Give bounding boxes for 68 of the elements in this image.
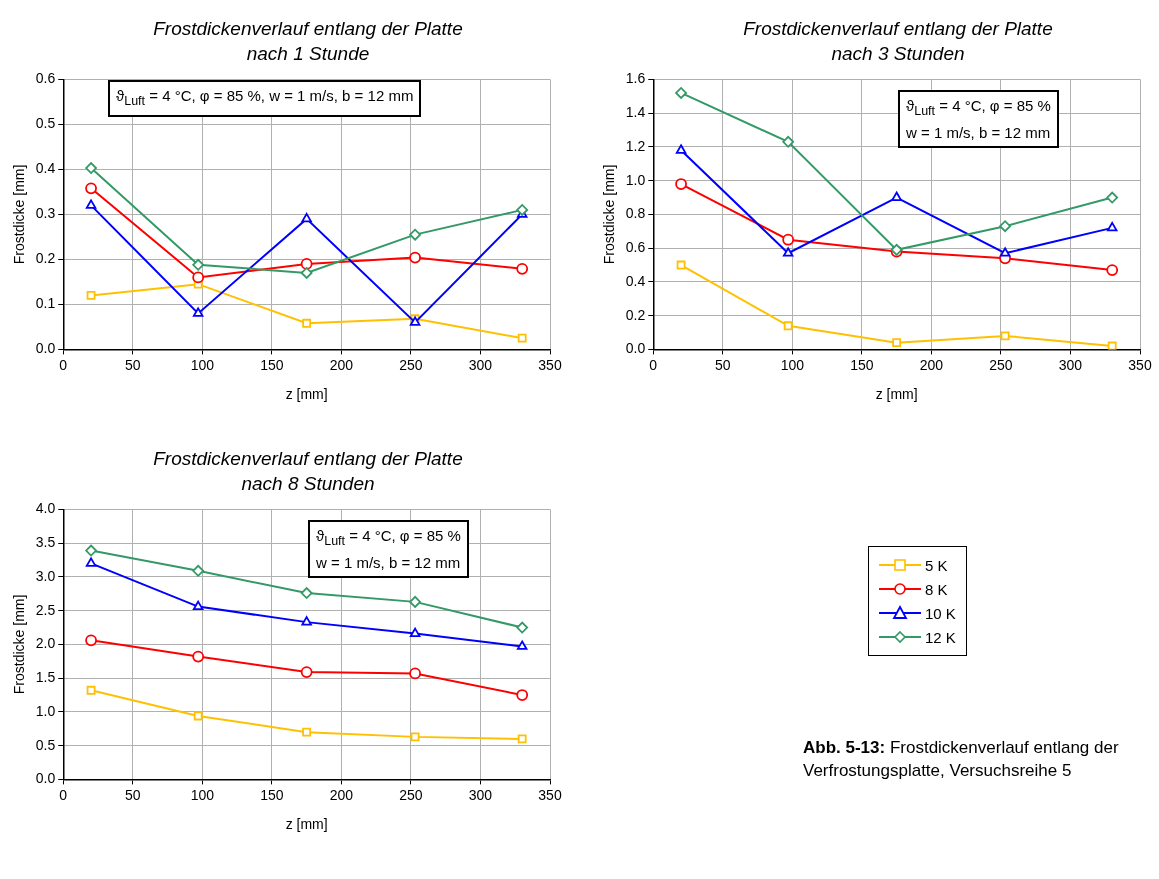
annotation: ϑ$_{Luft}$ = 4 °C, φ = 85 % [906, 96, 1051, 120]
y-tick-label: 2.0 [35, 635, 56, 652]
y-axis-title: Frostdicke [mm] [11, 594, 28, 695]
x-tick-label: 350 [538, 356, 562, 373]
y-tick-label: 0.1 [35, 295, 56, 312]
y-tick-label: 0.6 [35, 70, 56, 87]
y-tick-label: 0.0 [35, 340, 56, 357]
y-tick-label: 0.6 [625, 239, 646, 256]
y-tick-label: 0.4 [35, 160, 56, 177]
x-axis-title: z [mm] [285, 816, 328, 833]
annotation: ϑ$_{Luft}$ = 4 °C, φ = 85 % [316, 526, 461, 550]
x-axis-title: z [mm] [285, 386, 328, 403]
x-tick-label: 350 [538, 786, 562, 803]
x-tick-label: 0 [649, 356, 658, 373]
y-tick-label: 0.5 [35, 736, 56, 753]
legend-label: 10 K [925, 604, 956, 622]
chart-title: Frostdickenverlauf entlang der Platte nach 8 Stunden [152, 447, 464, 496]
y-tick-label: 0.3 [35, 205, 56, 222]
annotation: w = 1 m/s, b = 12 mm [906, 123, 1051, 143]
y-axis-title: Frostdicke [mm] [601, 164, 618, 265]
x-tick-label: 50 [125, 786, 141, 803]
chart-title: Frostdickenverlauf entlang der Platte nach 1 Stunde [152, 17, 464, 66]
legend-label: 12 K [925, 628, 956, 646]
y-tick-label: 3.5 [35, 534, 56, 551]
x-tick-label: 150 [260, 786, 284, 803]
x-tick-label: 300 [468, 356, 493, 373]
annotation: ϑ$_{Luft}$ = 4 °C, φ = 85 %, w = 1 m/s, b = 12 mm [116, 86, 414, 110]
x-tick-label: 250 [399, 786, 423, 803]
x-tick-label: 100 [780, 356, 805, 373]
chart-title: Frostdickenverlauf entlang der Platte nach 3 Stunden [742, 17, 1054, 66]
x-tick-label: 200 [329, 356, 354, 373]
y-tick-label: 0.4 [625, 272, 646, 289]
y-axis-title: Frostdicke [mm] [11, 164, 28, 265]
legend-label: 8 K [925, 580, 948, 598]
y-tick-label: 0.2 [35, 250, 56, 267]
y-tick-label: 0.0 [625, 340, 646, 357]
caption: Abb. 5-13: Frostdickenverlauf entlang der Verfrostungsplatte, Versuchsreihe 5 [803, 737, 1120, 782]
y-tick-label: 1.6 [625, 70, 646, 87]
legend-label: 5 K [925, 556, 948, 574]
x-tick-label: 350 [1128, 356, 1152, 373]
x-tick-label: 250 [989, 356, 1013, 373]
x-tick-label: 150 [260, 356, 284, 373]
x-tick-label: 0 [59, 786, 68, 803]
x-tick-label: 50 [125, 356, 141, 373]
y-tick-label: 0.8 [625, 205, 646, 222]
y-tick-label: 1.2 [625, 137, 646, 154]
x-tick-label: 300 [1058, 356, 1083, 373]
y-tick-label: 1.0 [625, 171, 646, 188]
y-tick-label: 4.0 [35, 500, 56, 517]
y-tick-label: 0.0 [35, 770, 56, 787]
x-tick-label: 100 [190, 356, 215, 373]
x-tick-label: 200 [919, 356, 944, 373]
y-tick-label: 1.5 [35, 669, 56, 686]
x-tick-label: 50 [715, 356, 731, 373]
y-tick-label: 1.0 [35, 702, 56, 719]
y-tick-label: 0.2 [625, 306, 646, 323]
x-tick-label: 250 [399, 356, 423, 373]
y-tick-label: 0.5 [35, 115, 56, 132]
x-tick-label: 200 [329, 786, 354, 803]
y-tick-label: 1.4 [625, 104, 646, 121]
y-tick-label: 2.5 [35, 601, 56, 618]
x-axis-title: z [mm] [875, 386, 918, 403]
x-tick-label: 300 [468, 786, 493, 803]
x-tick-label: 100 [190, 786, 215, 803]
x-tick-label: 0 [59, 356, 68, 373]
y-tick-label: 3.0 [35, 567, 56, 584]
annotation: w = 1 m/s, b = 12 mm [316, 553, 461, 573]
x-tick-label: 150 [850, 356, 874, 373]
